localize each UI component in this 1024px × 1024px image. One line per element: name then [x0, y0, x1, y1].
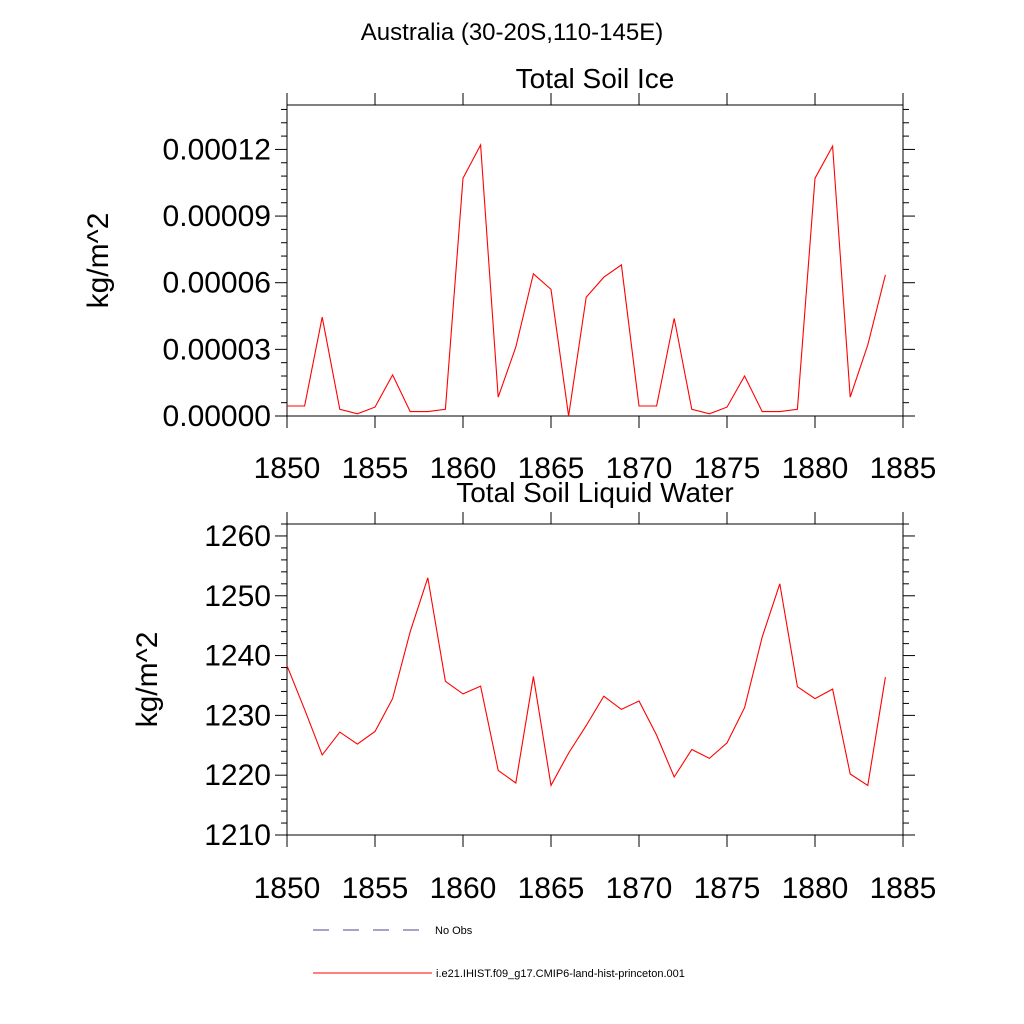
figure-title: Australia (30-20S,110-145E) — [361, 19, 663, 46]
y-axis-label: kg/m^2 — [82, 213, 115, 309]
y-tick-label: 1220 — [204, 759, 271, 792]
x-tick-label: 1875 — [694, 452, 761, 485]
x-tick-label: 1865 — [518, 452, 585, 485]
x-tick-label: 1870 — [606, 452, 673, 485]
x-tick-label: 1880 — [782, 872, 849, 905]
x-tick-label: 1860 — [430, 872, 497, 905]
y-tick-label: 1210 — [204, 819, 271, 852]
plot-frame — [286, 523, 904, 836]
x-tick-label: 1880 — [782, 452, 849, 485]
x-tick-label: 1870 — [606, 872, 673, 905]
chart-panel-soil-ice: Total Soil Ice kg/m^2 1850 1855 1860 1865 1870… — [82, 63, 936, 485]
y-tick-label: 1230 — [204, 699, 271, 732]
y-tick-label: 0.00003 — [163, 333, 271, 366]
series-line — [286, 577, 886, 788]
y-tick-label: 0.00006 — [163, 267, 271, 300]
tick-marks — [275, 512, 915, 847]
y-tick-label: 1260 — [204, 520, 271, 553]
x-tick-label: 1860 — [430, 452, 497, 485]
legend-label-model-run: i.e21.IHIST.f09_g17.CMIP6-land-hist-prin… — [436, 968, 685, 980]
x-tick-label: 1855 — [342, 872, 409, 905]
plot-frame — [286, 104, 904, 417]
tick-marks — [275, 93, 915, 428]
legend-label-no-obs: No Obs — [435, 925, 473, 937]
x-tick-label: 1850 — [254, 872, 321, 905]
y-tick-label: 1250 — [204, 580, 271, 613]
y-tick-label: 0.00012 — [163, 133, 271, 166]
x-tick-label: 1855 — [342, 452, 409, 485]
x-tick-label: 1885 — [870, 452, 937, 485]
x-tick-label: 1850 — [254, 452, 321, 485]
y-tick-label: 1240 — [204, 640, 271, 673]
chart-title: Total Soil Liquid Water — [456, 477, 734, 508]
x-tick-label: 1875 — [694, 872, 761, 905]
y-tick-label: 0.00000 — [163, 400, 271, 433]
chart-title: Total Soil Ice — [516, 63, 675, 94]
x-tick-label: 1865 — [518, 872, 585, 905]
y-axis-label: kg/m^2 — [131, 632, 164, 728]
legend: No Obs i.e21.IHIST.f09_g17.CMIP6-land-hi… — [313, 925, 685, 980]
y-tick-label: 0.00009 — [163, 200, 271, 233]
series-line — [287, 143, 886, 417]
x-tick-label: 1885 — [870, 872, 937, 905]
chart-panel-soil-liquid-water: Total Soil Liquid Water kg/m^2 1850 1855 186… — [131, 477, 936, 905]
